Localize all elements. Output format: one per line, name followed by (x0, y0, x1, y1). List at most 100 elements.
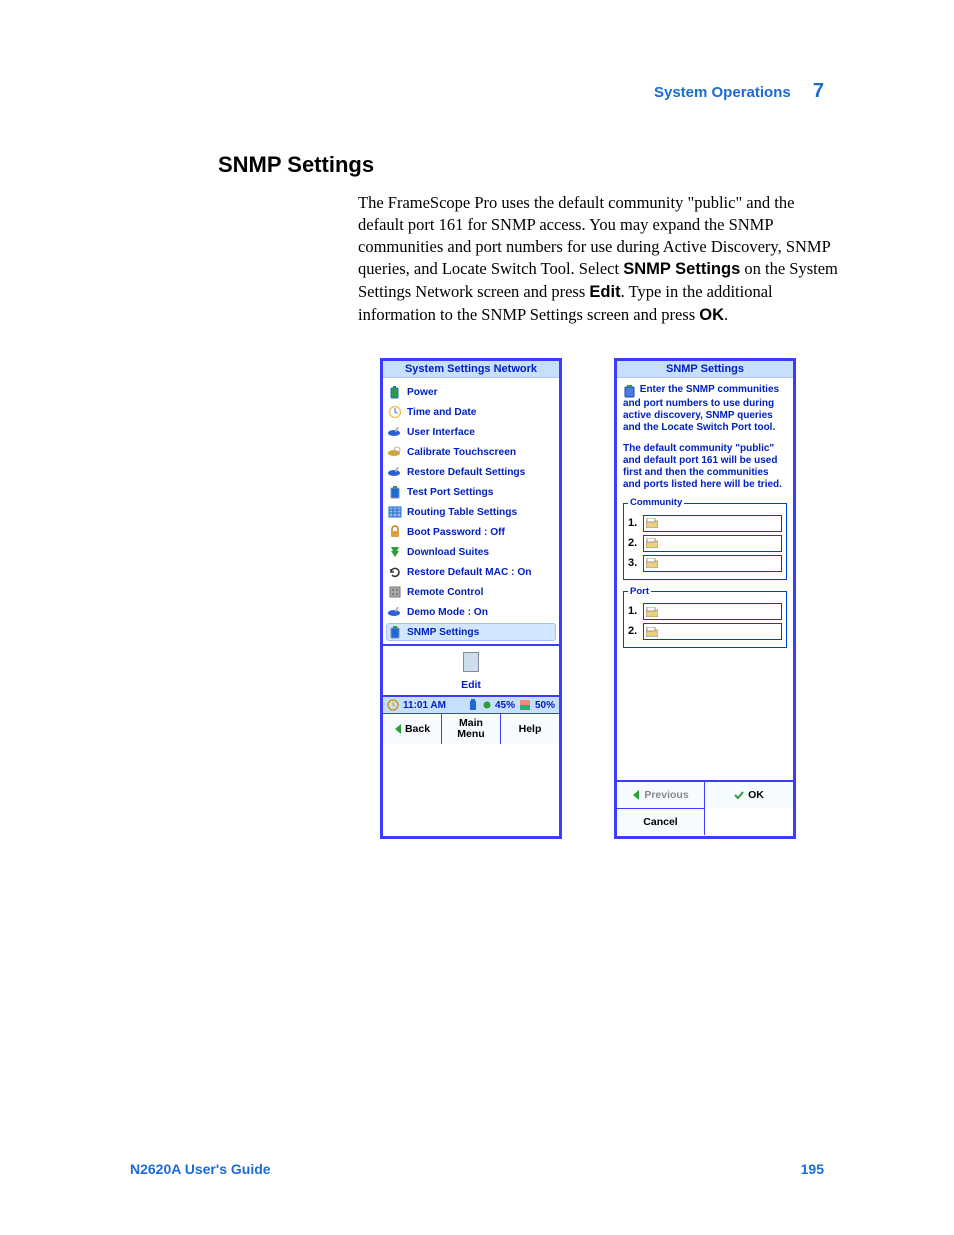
port-row-1: 1. (628, 603, 782, 620)
status-bar: 11:01 AM 45% 50% (383, 695, 559, 713)
menu-item-label: Test Port Settings (407, 487, 493, 498)
snmp-body: Enter the SNMP communities and port numb… (617, 378, 793, 780)
keyboard-icon (646, 627, 658, 637)
menu-item-label: Power (407, 387, 438, 398)
intro2-text: The default community "public" and defau… (623, 443, 787, 492)
footer-guide: N2620A User's Guide (130, 1161, 271, 1177)
menu-item-restore-default-mac-on[interactable]: Restore Default MAC : On (387, 564, 555, 580)
community-input-3[interactable] (643, 555, 782, 572)
previous-chevron-icon (632, 790, 640, 800)
community-input-2[interactable] (643, 535, 782, 552)
disk-icon (519, 699, 531, 711)
section-title: SNMP Settings (218, 152, 374, 178)
community-legend: Community (628, 497, 684, 509)
header-section: System Operations (654, 84, 791, 101)
menu-item-label: Routing Table Settings (407, 507, 517, 518)
community-row-2: 2. (628, 535, 782, 552)
row-index: 1. (628, 517, 640, 530)
page: System Operations 7 SNMP Settings The Fr… (0, 0, 954, 1235)
menu-item-label: Remote Control (407, 587, 483, 598)
back-button[interactable]: Back (383, 714, 442, 744)
page-header: System Operations 7 (654, 80, 824, 103)
menu-item-label: Demo Mode : On (407, 607, 488, 618)
clock-icon (387, 699, 399, 711)
edit-label: Edit (383, 679, 559, 691)
wrench-icon (388, 425, 402, 439)
settings-menu: Power Time and Date User Interface Calibrat… (383, 378, 559, 644)
menu-item-label: User Interface (407, 427, 475, 438)
help-button[interactable]: Help (501, 714, 559, 744)
footer-page: 195 (801, 1161, 824, 1177)
menu-item-test-port-settings[interactable]: Test Port Settings (387, 484, 555, 500)
menu-item-calibrate-touchscreen[interactable]: Calibrate Touchscreen (387, 444, 555, 460)
body-emph-edit: Edit (589, 283, 620, 301)
edit-icon (463, 652, 479, 672)
menu-item-time-and-date[interactable]: Time and Date (387, 404, 555, 420)
status-disk: 50% (535, 700, 555, 711)
cancel-button[interactable]: Cancel (617, 809, 705, 835)
wrench-icon (388, 465, 402, 479)
device-title: System Settings Network (383, 361, 559, 378)
port-group: Port 1. 2. (623, 586, 787, 649)
community-input-1[interactable] (643, 515, 782, 532)
intro-text: Enter the SNMP communities and port numb… (623, 384, 779, 433)
clock-icon (388, 405, 402, 419)
device-icon (388, 485, 402, 499)
body-emph-snmp: SNMP Settings (623, 260, 740, 278)
battery-status-icon (469, 699, 479, 711)
body-emph-ok: OK (699, 306, 724, 324)
previous-button[interactable]: Previous (617, 782, 705, 809)
body-paragraph: The FrameScope Pro uses the default comm… (358, 192, 838, 327)
download-icon (388, 545, 402, 559)
community-row-3: 3. (628, 555, 782, 572)
menu-item-demo-mode-on[interactable]: Demo Mode : On (387, 604, 555, 620)
row-index: 1. (628, 605, 640, 618)
menu-item-routing-table-settings[interactable]: Routing Table Settings (387, 504, 555, 520)
row-index: 2. (628, 625, 640, 638)
menu-item-remote-control[interactable]: Remote Control (387, 584, 555, 600)
keyboard-icon (646, 607, 658, 617)
row-index: 2. (628, 537, 640, 550)
menu-item-download-suites[interactable]: Download Suites (387, 544, 555, 560)
intro-block: Enter the SNMP communities and port numb… (623, 384, 787, 435)
back-chevron-icon (394, 724, 402, 734)
edit-area[interactable]: Edit (383, 644, 559, 695)
keyboard-icon (646, 518, 658, 528)
keyboard-icon (646, 558, 658, 568)
remote-icon (388, 585, 402, 599)
menu-item-power[interactable]: Power (387, 384, 555, 400)
menu-item-boot-password-off[interactable]: Boot Password : Off (387, 524, 555, 540)
device-icon (388, 625, 402, 639)
menu-item-snmp-settings[interactable]: SNMP Settings (387, 624, 555, 640)
port-input-2[interactable] (643, 623, 782, 640)
row-index: 3. (628, 557, 640, 570)
menu-item-label: Boot Password : Off (407, 527, 505, 538)
port-row-2: 2. (628, 623, 782, 640)
target-icon (388, 445, 402, 459)
page-footer: N2620A User's Guide 195 (130, 1161, 824, 1177)
main-menu-label: Main Menu (457, 718, 484, 740)
main-menu-button[interactable]: Main Menu (442, 714, 501, 744)
menu-item-label: Restore Default MAC : On (407, 567, 532, 578)
menu-item-label: Calibrate Touchscreen (407, 447, 516, 458)
menu-item-label: Time and Date (407, 407, 476, 418)
port-input-1[interactable] (643, 603, 782, 620)
back-label: Back (405, 724, 430, 735)
device-title: SNMP Settings (617, 361, 793, 378)
cancel-label: Cancel (643, 816, 677, 828)
table-icon (388, 505, 402, 519)
device-snmp-settings: SNMP Settings Enter the SNMP communities… (614, 358, 796, 839)
menu-item-user-interface[interactable]: User Interface (387, 424, 555, 440)
charge-icon (483, 701, 491, 709)
battery-icon (388, 385, 402, 399)
previous-label: Previous (644, 789, 688, 801)
port-legend: Port (628, 586, 651, 598)
help-label: Help (519, 724, 542, 735)
community-row-1: 1. (628, 515, 782, 532)
menu-item-restore-default-settings[interactable]: Restore Default Settings (387, 464, 555, 480)
nav-row: Back Main Menu Help (383, 713, 559, 744)
keyboard-icon (646, 538, 658, 548)
ok-button[interactable]: OK (705, 782, 793, 808)
ok-label: OK (748, 789, 764, 801)
device-icon (623, 384, 637, 398)
